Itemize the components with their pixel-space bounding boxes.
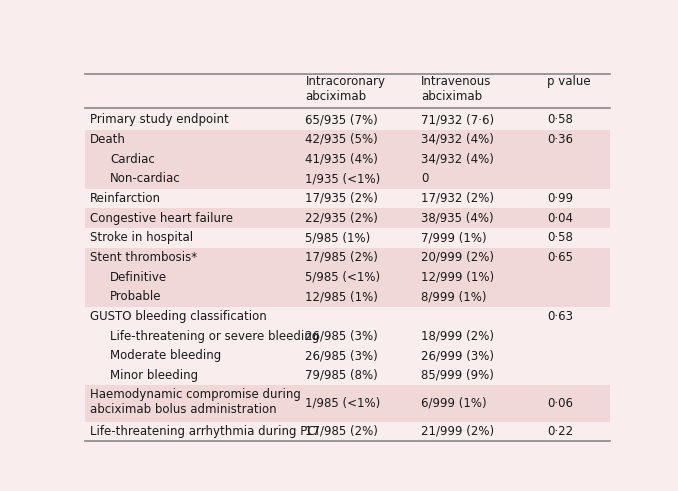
Bar bbox=[85, 169, 610, 189]
Text: 20/999 (2%): 20/999 (2%) bbox=[421, 251, 494, 264]
Text: 12/999 (1%): 12/999 (1%) bbox=[421, 271, 494, 284]
Text: Cardiac: Cardiac bbox=[110, 153, 155, 165]
Text: 8/999 (1%): 8/999 (1%) bbox=[421, 290, 487, 303]
Text: 26/985 (3%): 26/985 (3%) bbox=[305, 349, 378, 362]
Text: 17/985 (2%): 17/985 (2%) bbox=[305, 425, 378, 438]
Bar bbox=[85, 247, 610, 267]
Text: Life-threatening or severe bleeding: Life-threatening or severe bleeding bbox=[110, 329, 319, 343]
Text: Moderate bleeding: Moderate bleeding bbox=[110, 349, 221, 362]
Text: 0·65: 0·65 bbox=[547, 251, 573, 264]
Bar bbox=[85, 385, 610, 422]
Text: 17/985 (2%): 17/985 (2%) bbox=[305, 251, 378, 264]
Text: 0·06: 0·06 bbox=[547, 397, 573, 410]
Text: 0·04: 0·04 bbox=[547, 212, 573, 224]
Bar bbox=[85, 287, 610, 306]
Text: 0·36: 0·36 bbox=[547, 133, 573, 146]
Bar bbox=[85, 130, 610, 149]
Text: Death: Death bbox=[90, 133, 126, 146]
Text: 0·58: 0·58 bbox=[547, 231, 573, 244]
Text: 22/935 (2%): 22/935 (2%) bbox=[305, 212, 378, 224]
Text: 79/985 (8%): 79/985 (8%) bbox=[305, 369, 378, 382]
Text: 26/985 (3%): 26/985 (3%) bbox=[305, 329, 378, 343]
Text: GUSTO bleeding classification: GUSTO bleeding classification bbox=[90, 310, 266, 323]
Text: 0·22: 0·22 bbox=[547, 425, 574, 438]
Text: 17/932 (2%): 17/932 (2%) bbox=[421, 192, 494, 205]
Text: 0·63: 0·63 bbox=[547, 310, 573, 323]
Text: 71/932 (7·6): 71/932 (7·6) bbox=[421, 113, 494, 126]
Bar bbox=[85, 149, 610, 169]
Text: 1/935 (<1%): 1/935 (<1%) bbox=[305, 172, 380, 185]
Text: 5/985 (1%): 5/985 (1%) bbox=[305, 231, 371, 244]
Text: 0·58: 0·58 bbox=[547, 113, 573, 126]
Text: Haemodynamic compromise during
abciximab bolus administration: Haemodynamic compromise during abciximab… bbox=[90, 388, 301, 416]
Text: Minor bleeding: Minor bleeding bbox=[110, 369, 198, 382]
Text: 5/985 (<1%): 5/985 (<1%) bbox=[305, 271, 380, 284]
Text: 21/999 (2%): 21/999 (2%) bbox=[421, 425, 494, 438]
Text: 1/985 (<1%): 1/985 (<1%) bbox=[305, 397, 380, 410]
Text: p value: p value bbox=[547, 75, 591, 88]
Text: Non-cardiac: Non-cardiac bbox=[110, 172, 180, 185]
Text: 6/999 (1%): 6/999 (1%) bbox=[421, 397, 487, 410]
Text: Stroke in hospital: Stroke in hospital bbox=[90, 231, 193, 244]
Text: 17/935 (2%): 17/935 (2%) bbox=[305, 192, 378, 205]
Text: Primary study endpoint: Primary study endpoint bbox=[90, 113, 228, 126]
Text: 65/935 (7%): 65/935 (7%) bbox=[305, 113, 378, 126]
Text: 85/999 (9%): 85/999 (9%) bbox=[421, 369, 494, 382]
Text: Intracoronary
abciximab: Intracoronary abciximab bbox=[305, 75, 385, 103]
Text: Probable: Probable bbox=[110, 290, 161, 303]
Text: 41/935 (4%): 41/935 (4%) bbox=[305, 153, 378, 165]
Bar bbox=[85, 208, 610, 228]
Text: 0·99: 0·99 bbox=[547, 192, 574, 205]
Text: 7/999 (1%): 7/999 (1%) bbox=[421, 231, 487, 244]
Text: 18/999 (2%): 18/999 (2%) bbox=[421, 329, 494, 343]
Text: 0: 0 bbox=[421, 172, 428, 185]
Bar bbox=[85, 267, 610, 287]
Text: 34/932 (4%): 34/932 (4%) bbox=[421, 133, 494, 146]
Text: Reinfarction: Reinfarction bbox=[90, 192, 161, 205]
Text: 42/935 (5%): 42/935 (5%) bbox=[305, 133, 378, 146]
Text: Life-threatening arrhythmia during PCI: Life-threatening arrhythmia during PCI bbox=[90, 425, 319, 438]
Text: Intravenous
abciximab: Intravenous abciximab bbox=[421, 75, 492, 103]
Text: 12/985 (1%): 12/985 (1%) bbox=[305, 290, 378, 303]
Text: 34/932 (4%): 34/932 (4%) bbox=[421, 153, 494, 165]
Text: 38/935 (4%): 38/935 (4%) bbox=[421, 212, 494, 224]
Text: Definitive: Definitive bbox=[110, 271, 167, 284]
Text: Congestive heart failure: Congestive heart failure bbox=[90, 212, 233, 224]
Text: 26/999 (3%): 26/999 (3%) bbox=[421, 349, 494, 362]
Text: Stent thrombosis*: Stent thrombosis* bbox=[90, 251, 197, 264]
